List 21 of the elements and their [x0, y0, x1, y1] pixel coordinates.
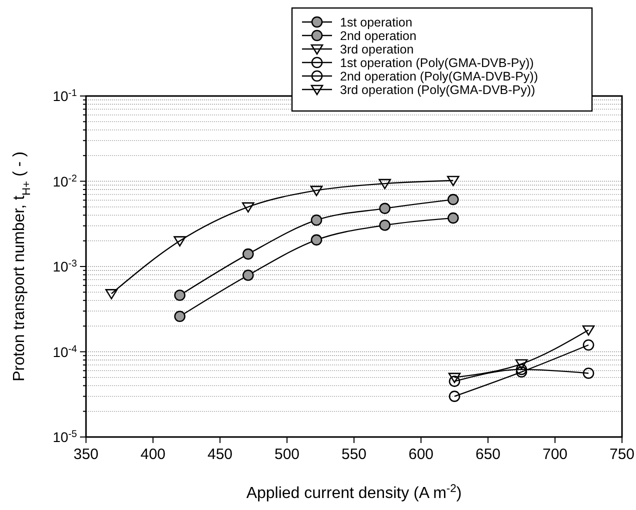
x-tick-label: 600 — [408, 446, 434, 463]
y-tick-label: 10$^{-3}$ — [52, 258, 78, 274]
y-tick-label: 10$^{-5}$ — [52, 428, 78, 445]
legend-label: 1st operation (Poly(GMA-DVB-Py)) — [340, 56, 534, 70]
legend-label: 2nd operation (Poly(GMA-DVB-Py)) — [340, 70, 538, 84]
y-tick-label: 10$^{-1}$ — [52, 88, 77, 104]
x-tick-label: 400 — [140, 446, 166, 463]
x-tick-label: 700 — [542, 446, 568, 463]
x-tick-label: 500 — [274, 446, 300, 463]
x-tick-label: 350 — [73, 446, 99, 463]
x-tick-label: 650 — [475, 446, 501, 463]
x-tick-label: 750 — [609, 446, 635, 463]
y-tick-label: 10$^{-4}$ — [52, 343, 78, 360]
x-axis-title: Applied current density (A m$^{-2}$) — [246, 483, 462, 502]
legend-label: 2nd operation — [340, 29, 416, 43]
y-tick-label: 10$^{-2}$ — [52, 172, 77, 190]
x-tick-label: 550 — [341, 446, 367, 463]
legend-label: 3rd operation — [340, 42, 414, 56]
x-tick-label: 450 — [207, 446, 233, 463]
legend-label: 1st operation — [340, 16, 412, 30]
legend-label: 3rd operation (Poly(GMA-DVB-Py)) — [340, 83, 536, 97]
